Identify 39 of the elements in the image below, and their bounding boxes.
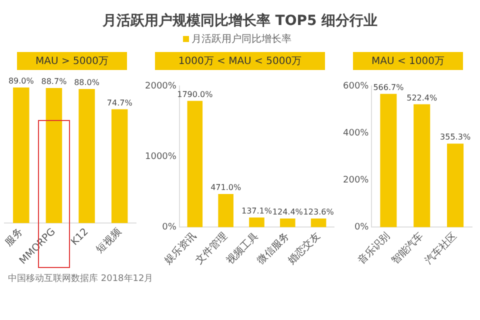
bar <box>187 100 203 228</box>
bar <box>78 89 95 224</box>
text: 月活跃用户规模同比增长率 TOP5 细分行业 <box>101 12 379 30</box>
bar <box>218 194 234 228</box>
y-tick-label: 1000% <box>144 152 177 162</box>
bar <box>280 218 296 228</box>
x-tick-label: K12 <box>69 226 91 248</box>
y-tick-label: 600% <box>342 81 370 92</box>
y-tick-label: 0% <box>162 222 177 233</box>
bar <box>249 218 264 228</box>
data-label: 124.4% <box>272 208 304 217</box>
chart-subtitle: 1000万 < MAU < 5000万 <box>155 52 325 70</box>
data-label: 471.0% <box>210 183 242 192</box>
bar <box>310 218 326 228</box>
bar <box>380 94 397 228</box>
legend-label: 月活跃用户同比增长率 <box>192 34 292 45</box>
data-label: 74.7% <box>106 98 133 108</box>
data-label: 88.0% <box>74 78 100 88</box>
data-label: 137.1% <box>241 206 272 216</box>
bar <box>447 144 464 228</box>
data-label: 566.7% <box>373 82 404 92</box>
data-label: 522.4% <box>406 93 438 102</box>
data-label: 1790.0% <box>177 90 214 99</box>
y-tick-label: 400% <box>342 128 370 138</box>
x-tick-label: 短视频 <box>94 226 124 256</box>
data-label: 88.7% <box>41 77 68 86</box>
chart-subtitle: MAU < 1000万 <box>353 52 463 70</box>
text: 中国移动互联网数据库 2018年12月 <box>7 272 154 286</box>
y-tick-label: 200% <box>342 175 370 186</box>
chart-subtitle: MAU > 5000万 <box>17 52 127 70</box>
bar <box>46 88 62 224</box>
bar <box>111 109 128 224</box>
data-label: 123.6% <box>303 208 334 217</box>
data-label: 89.0% <box>8 76 34 86</box>
y-tick-label: 2000% <box>144 81 177 92</box>
bar <box>414 104 430 228</box>
data-label: 355.3% <box>440 132 471 142</box>
bar <box>13 88 30 224</box>
x-tick-label: 服务 <box>2 226 26 248</box>
